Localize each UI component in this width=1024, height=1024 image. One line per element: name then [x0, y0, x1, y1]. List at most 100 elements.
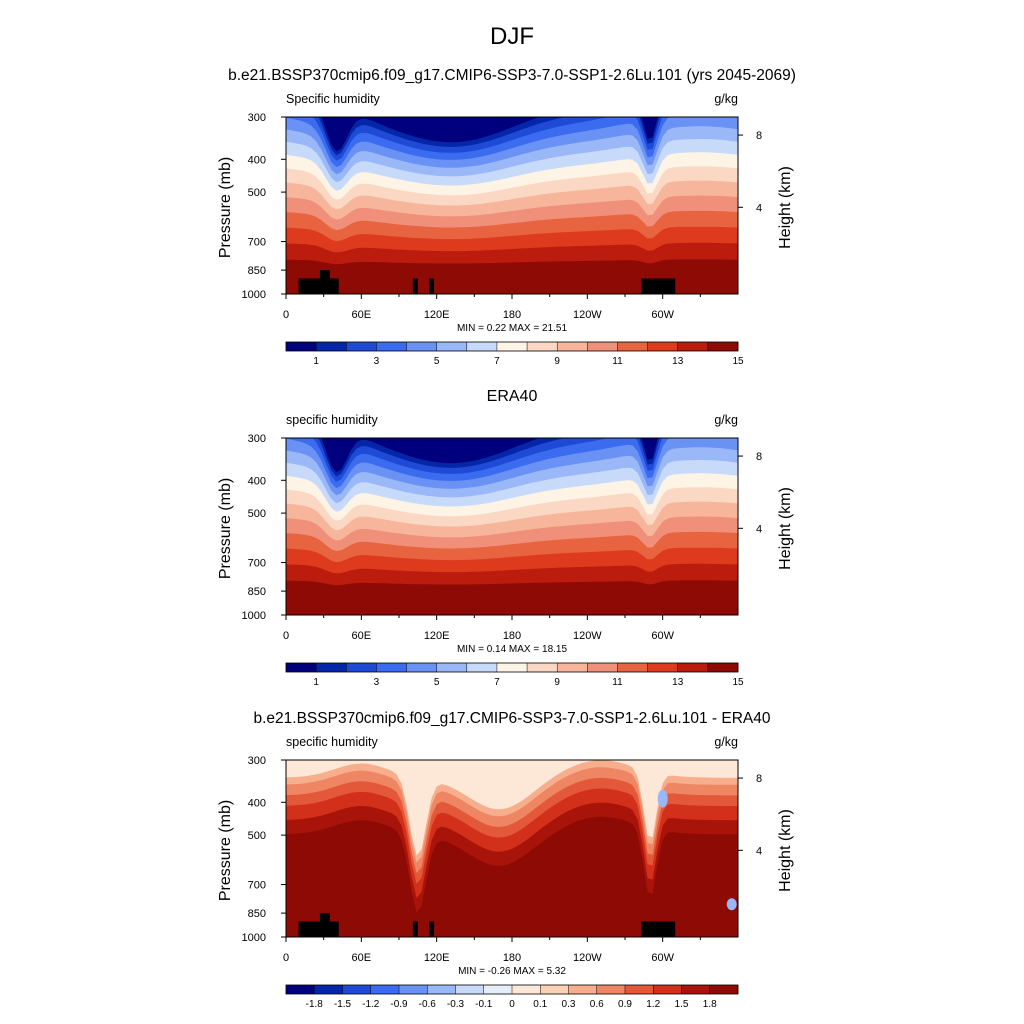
colorbar-label: 15	[732, 677, 744, 688]
min-max-stats: MIN = -0.26 MAX = 5.32	[458, 966, 566, 977]
colorbar-swatch	[342, 985, 372, 994]
x-tick-label: 120W	[573, 309, 602, 321]
y2-tick-label: 8	[756, 773, 762, 785]
colorbar-swatch	[512, 985, 541, 994]
panel-title: b.e21.BSSP370cmip6.f09_g17.CMIP6-SSP3-7.…	[228, 67, 796, 84]
colorbar-label: 3	[374, 356, 380, 367]
colorbar-label: -0.3	[447, 999, 465, 1010]
topography-mask	[412, 278, 418, 294]
x-tick-label: 120E	[424, 309, 450, 321]
colorbar: -1.8 -1.5 -1.2 -0.9 -0.6 -0.3 -0.1 0 0.1 0.3 0.6 0.…	[285, 984, 739, 1010]
min-max-stats: MIN = 0.22 MAX = 21.51	[457, 323, 567, 334]
colorbar-label: 0.1	[533, 999, 547, 1010]
colorbar-label: 5	[434, 356, 440, 367]
colorbar-label: -1.8	[306, 999, 324, 1010]
y-tick-label: 300	[248, 755, 266, 767]
contour-field	[286, 438, 738, 615]
panel-title: b.e21.BSSP370cmip6.f09_g17.CMIP6-SSP3-7.…	[254, 710, 771, 727]
x-tick-label: 60E	[352, 952, 372, 964]
colorbar-swatch	[647, 342, 679, 351]
y-tick-label: 850	[248, 265, 266, 277]
colorbar-swatch	[466, 663, 498, 672]
colorbar-label: 9	[554, 356, 560, 367]
topography-mask	[319, 270, 330, 294]
topography-mask	[298, 278, 339, 294]
units-label: g/kg	[714, 92, 738, 106]
contour-field	[286, 117, 738, 294]
colorbar-label: 11	[612, 356, 623, 367]
colorbar-label: -0.9	[390, 999, 408, 1010]
x-tick-label: 60W	[651, 952, 674, 964]
colorbar-swatch	[587, 342, 618, 351]
colorbar-swatch	[709, 985, 739, 994]
colorbar-swatch	[617, 663, 648, 672]
colorbar-label: 7	[494, 677, 500, 688]
variable-label: Specific humidity	[286, 92, 381, 106]
colorbar-swatch	[286, 342, 317, 351]
contour-field	[286, 760, 738, 937]
colorbar-swatch	[346, 663, 377, 672]
y-tick-label: 500	[248, 508, 266, 520]
colorbar-swatch	[286, 663, 317, 672]
colorbar-swatch	[370, 985, 400, 994]
colorbar-swatch	[527, 342, 558, 351]
y-tick-label: 700	[248, 880, 266, 892]
y-tick-label: 500	[248, 187, 266, 199]
colorbar-swatch	[316, 663, 347, 672]
colorbar-label: 0.6	[590, 999, 604, 1010]
colorbar-label: 1.2	[646, 999, 660, 1010]
y-axis-label: Pressure (mb)	[217, 478, 234, 579]
x-tick-label: 60E	[352, 630, 372, 642]
colorbar-label: 9	[554, 677, 560, 688]
x-tick-label: 120E	[424, 952, 450, 964]
x-tick-label: 60W	[651, 630, 674, 642]
colorbar-label: 1	[313, 677, 319, 688]
colorbar-swatch	[625, 985, 654, 994]
colorbar-swatch	[496, 342, 528, 351]
y-tick-label: 850	[248, 586, 266, 598]
y2-tick-label: 4	[756, 845, 762, 857]
colorbar-swatch	[496, 663, 528, 672]
colorbar-swatch	[286, 985, 315, 994]
colorbar-label: 15	[732, 356, 744, 367]
panel-title: ERA40	[487, 388, 538, 405]
colorbar-label: -1.5	[334, 999, 352, 1010]
topography-mask	[641, 921, 676, 937]
y-tick-label: 1000	[242, 932, 266, 944]
panel-1: b.e21.BSSP370cmip6.f09_g17.CMIP6-SSP3-7.…	[217, 67, 796, 367]
y-axis-label: Pressure (mb)	[217, 800, 234, 901]
x-tick-label: 120W	[573, 630, 602, 642]
colorbar-frame	[285, 341, 739, 352]
y-tick-label: 300	[248, 112, 266, 124]
colorbar-swatch	[436, 342, 468, 351]
panel-2: ERA40 specific humidity g/kg 0 60E 120E 180 120…	[217, 388, 794, 688]
x-tick-label: 60W	[651, 309, 674, 321]
y-tick-label: 700	[248, 237, 266, 249]
colorbar-label: 1.5	[675, 999, 689, 1010]
colorbar-swatch	[376, 342, 407, 351]
variable-label: specific humidity	[286, 413, 378, 427]
colorbar-swatch	[406, 342, 437, 351]
x-tick-label: 120E	[424, 630, 450, 642]
colorbar-swatch	[316, 342, 347, 351]
x-tick-label: 120W	[573, 952, 602, 964]
topography-mask	[412, 921, 418, 937]
x-tick-label: 180	[503, 309, 521, 321]
colorbar-label: 1.8	[703, 999, 717, 1010]
colorbar-swatch	[707, 663, 739, 672]
panels: b.e21.BSSP370cmip6.f09_g17.CMIP6-SSP3-7.…	[217, 67, 796, 1010]
colorbar-swatch	[587, 663, 618, 672]
x-tick-label: 0	[283, 630, 289, 642]
colorbar-swatch	[677, 342, 709, 351]
colorbar-label: 13	[672, 356, 684, 367]
colorbar-swatch	[617, 342, 648, 351]
colorbar: 1 3 5 7 9 11 13 15	[285, 341, 744, 367]
x-tick-label: 0	[283, 952, 289, 964]
y-axis-label: Pressure (mb)	[217, 157, 234, 258]
panel-3: b.e21.BSSP370cmip6.f09_g17.CMIP6-SSP3-7.…	[217, 710, 794, 1010]
y2-axis-label: Height (km)	[777, 166, 794, 249]
y2-tick-label: 8	[756, 130, 762, 142]
colorbar-label: 5	[434, 677, 440, 688]
colorbar-swatch	[596, 985, 626, 994]
y-tick-label: 1000	[242, 289, 266, 301]
